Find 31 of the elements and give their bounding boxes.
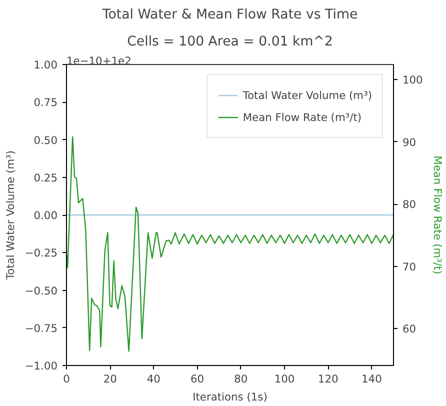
legend-label: Mean Flow Rate (m³/t): [242, 110, 362, 124]
x-tick-label: 20: [103, 372, 118, 386]
y2-tick-label: 90: [402, 136, 416, 149]
annotation: 1e−10+1e2: [66, 54, 132, 68]
y2-tick-label: 80: [402, 198, 416, 212]
y-tick-label: 1.00: [34, 58, 58, 72]
y2-tick-label: 60: [402, 322, 416, 336]
x-tick-label: 40: [146, 372, 161, 386]
y-axis-title: Total Water Volume (m³): [4, 150, 17, 281]
y-tick-label: −0.50: [24, 284, 58, 298]
legend-label: Total Water Volume (m³): [242, 88, 372, 102]
y2-tick-label: 70: [402, 260, 416, 274]
x-tick-label: 120: [318, 372, 338, 386]
y-tick-label: 0.50: [34, 134, 58, 147]
x-axis-title: Iterations (1s): [192, 390, 268, 404]
y-tick-label: 0.75: [34, 96, 58, 110]
y-tick-label: −1.00: [24, 360, 58, 372]
chart-subtitle: Cells = 100 Area = 0.01 km^2: [127, 34, 333, 50]
x-tick-label: 100: [274, 372, 295, 386]
y-tick-label: 0.25: [34, 171, 58, 184]
y2-tick-label: 100: [402, 73, 424, 86]
y-tick-label: 0.00: [34, 209, 58, 222]
line-series: [66, 136, 394, 352]
chart-title: Total Water & Mean Flow Rate vs Time: [101, 8, 358, 22]
y-tick-label: −0.75: [24, 322, 58, 335]
x-tick-label: 0: [63, 372, 70, 386]
x-tick-label: 140: [362, 372, 382, 386]
x-tick-label: 80: [234, 372, 248, 386]
y2-axis-title: Mean Flow Rate (m³/t): [430, 156, 444, 274]
x-tick-label: 60: [190, 372, 204, 386]
y-tick-label: −0.25: [24, 246, 58, 260]
